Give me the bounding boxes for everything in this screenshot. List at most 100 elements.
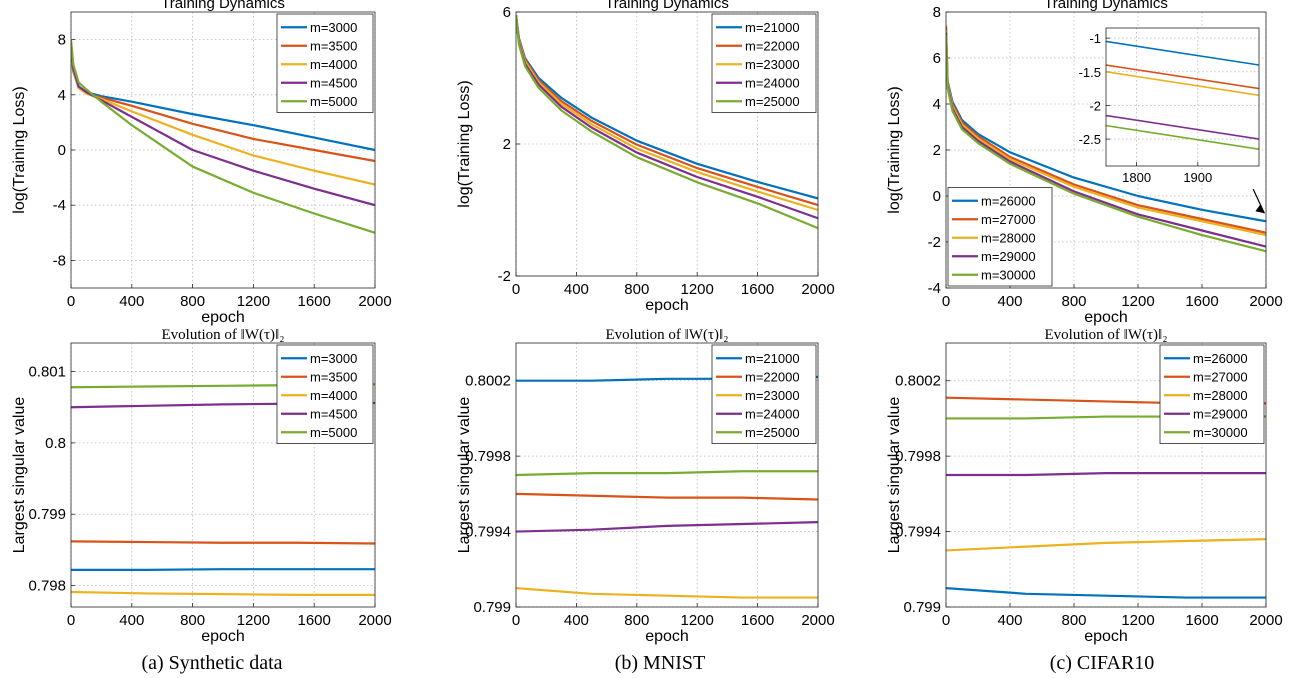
x-tick-label: 1200 bbox=[1121, 612, 1154, 629]
chart-title: Training Dynamics bbox=[605, 0, 729, 12]
legend-label: m=24000 bbox=[745, 406, 800, 421]
x-tick-label: 800 bbox=[624, 612, 649, 629]
x-tick-label: 1200 bbox=[681, 281, 714, 298]
x-tick-label: 1600 bbox=[1185, 293, 1218, 310]
legend-label: m=24000 bbox=[745, 75, 800, 90]
axes-box bbox=[515, 11, 819, 277]
legend-label: m=5000 bbox=[310, 425, 357, 440]
y-tick-label: 4 bbox=[58, 87, 66, 104]
legend-panel-5: m=26000 m=27000 m=28000 m=29000 m=30000 bbox=[1159, 344, 1265, 444]
legend-label: m=22000 bbox=[745, 369, 800, 384]
inset-series-line-m-30000 bbox=[1106, 124, 1259, 150]
series-line-m-23000 bbox=[516, 587, 818, 599]
axes-panel-4: 0 400 800 1200 1600 2000 0.799 0.7994 0.7998 0.80… bbox=[465, 342, 835, 629]
y-tick-label: 8 bbox=[933, 4, 941, 21]
x-tick-label: 1200 bbox=[681, 612, 714, 629]
x-axis-label: epoch bbox=[201, 628, 245, 645]
series-line-m-4500 bbox=[71, 42, 375, 207]
y-tick-label: 4 bbox=[933, 96, 941, 113]
series-line-m-29000 bbox=[946, 472, 1266, 477]
x-tick-label: 2000 bbox=[1249, 293, 1282, 310]
legend-label: m=5000 bbox=[310, 94, 357, 109]
y-tick-label: 2 bbox=[503, 136, 511, 153]
inset-series-line-m-28000 bbox=[1106, 70, 1259, 97]
y-tick-label: 0.799 bbox=[28, 506, 66, 523]
axes-panel-3: 0 400 800 1200 1600 2000 0.798 0.799 0.8 0.801 bbox=[28, 342, 392, 629]
legend-label: m=29000 bbox=[981, 249, 1036, 264]
legend-label: m=21000 bbox=[745, 20, 800, 35]
legend-panel-2: m=26000 m=27000 m=28000 m=29000 m=30000 bbox=[947, 187, 1053, 287]
x-tick-label: 2000 bbox=[801, 281, 834, 298]
inset-y-tick-label: -2 bbox=[1089, 98, 1101, 113]
inset-y-tick-label: -1.5 bbox=[1079, 65, 1101, 80]
legend-panel-0: m=3000 m=3500 m=4000 m=4500 m=5000 bbox=[276, 13, 374, 113]
legend-label: m=26000 bbox=[981, 193, 1036, 208]
legend-label: m=4000 bbox=[310, 57, 357, 72]
y-axis-label: Largest singular value bbox=[11, 397, 28, 554]
series-line-m-25000 bbox=[516, 15, 818, 230]
y-tick-label: 0.7998 bbox=[895, 448, 941, 465]
y-tick-label: 0.801 bbox=[28, 364, 66, 381]
x-tick-label: 1600 bbox=[298, 612, 331, 629]
legend-label: m=30000 bbox=[1193, 425, 1248, 440]
x-tick-label: 1600 bbox=[1185, 612, 1218, 629]
zoom-arrow-head bbox=[1255, 204, 1265, 214]
y-tick-label: 0.8002 bbox=[895, 373, 941, 390]
axes-box bbox=[945, 342, 1267, 608]
x-tick-label: 0 bbox=[512, 281, 520, 298]
x-tick-label: 0 bbox=[512, 612, 520, 629]
x-tick-label: 2000 bbox=[1249, 612, 1282, 629]
x-tick-label: 1200 bbox=[1121, 293, 1154, 310]
x-tick-label: 1200 bbox=[237, 293, 270, 310]
y-tick-label: 0.799 bbox=[473, 599, 511, 616]
axes-box bbox=[945, 11, 1267, 289]
x-tick-label: 400 bbox=[119, 612, 144, 629]
y-tick-label: -4 bbox=[53, 197, 66, 214]
x-tick-label: 800 bbox=[1061, 612, 1086, 629]
caption-mnist: (b) MNIST bbox=[614, 652, 706, 674]
y-tick-label: 0.7994 bbox=[465, 524, 511, 541]
x-tick-label: 2000 bbox=[358, 612, 391, 629]
legend-label: m=23000 bbox=[745, 388, 800, 403]
caption-cifar10: (c) CIFAR10 bbox=[1049, 652, 1155, 674]
x-tick-label: 0 bbox=[67, 612, 75, 629]
y-tick-label: -2 bbox=[498, 268, 511, 285]
x-axis-label: epoch bbox=[1084, 309, 1128, 326]
y-tick-label: 0 bbox=[58, 142, 66, 159]
chart-title: Training Dynamics bbox=[161, 0, 285, 12]
axes-box bbox=[515, 342, 819, 608]
y-axis-label: Largest singular value bbox=[886, 397, 903, 554]
legend-label: m=28000 bbox=[981, 230, 1036, 245]
legend-label: m=3500 bbox=[310, 38, 357, 53]
legend-label: m=30000 bbox=[981, 267, 1036, 282]
series-line-m-25000 bbox=[516, 470, 818, 477]
legend-label: m=29000 bbox=[1193, 406, 1248, 421]
inset-series-line-m-29000 bbox=[1106, 114, 1259, 140]
x-axis-label: epoch bbox=[201, 309, 245, 326]
series-line-m-22000 bbox=[516, 492, 818, 501]
axes-box bbox=[1105, 27, 1260, 167]
x-tick-label: 400 bbox=[997, 612, 1022, 629]
legend-panel-4: m=21000 m=22000 m=23000 m=24000 m=25000 bbox=[711, 344, 817, 444]
chart-title: Evolution of ‖W(τ)‖₂ bbox=[162, 327, 285, 343]
legend-label: m=27000 bbox=[1193, 369, 1248, 384]
inset-y-tick-label: -2.5 bbox=[1079, 132, 1101, 147]
axes-panel-5: 0 400 800 1200 1600 2000 0.799 0.7994 0.7998 0.80… bbox=[895, 342, 1283, 629]
y-axis-label: log(Training Loss) bbox=[886, 86, 903, 213]
legend-panel-1: m=21000 m=22000 m=23000 m=24000 m=25000 bbox=[711, 13, 817, 113]
x-tick-label: 0 bbox=[942, 612, 950, 629]
legend-label: m=3000 bbox=[310, 351, 357, 366]
legend-label: m=3000 bbox=[310, 20, 357, 35]
legend-label: m=23000 bbox=[745, 57, 800, 72]
inset-series-line-m-27000 bbox=[1106, 64, 1259, 90]
y-tick-label: 6 bbox=[933, 50, 941, 67]
y-tick-label: 8 bbox=[58, 32, 66, 49]
y-tick-label: 0.799 bbox=[903, 599, 941, 616]
series-line-m-4000 bbox=[71, 590, 375, 596]
y-tick-label: 6 bbox=[503, 4, 511, 21]
legend-label: m=22000 bbox=[745, 38, 800, 53]
y-tick-label: 0.7998 bbox=[465, 448, 511, 465]
x-tick-label: 400 bbox=[564, 612, 589, 629]
x-tick-label: 800 bbox=[180, 612, 205, 629]
